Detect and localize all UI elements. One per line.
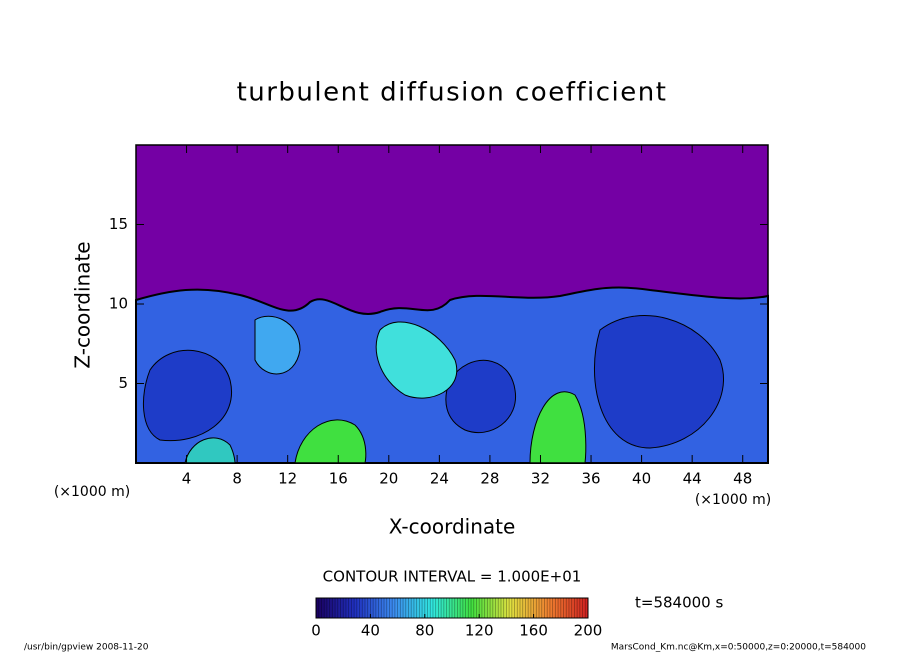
field-blob xyxy=(445,359,516,434)
contour-interval: CONTOUR INTERVAL = 1.000E+01 xyxy=(323,568,582,586)
x-tick-label: 8 xyxy=(232,470,242,488)
field-blob xyxy=(294,419,367,464)
chart-title: turbulent diffusion coefficient xyxy=(237,78,668,108)
field xyxy=(135,145,769,464)
x-tick-label: 16 xyxy=(329,470,348,488)
x-tick-label: 12 xyxy=(278,470,297,488)
field-blob xyxy=(594,315,724,449)
x-tick-label: 44 xyxy=(683,470,702,488)
colorbar-tick-label: 0 xyxy=(311,622,321,640)
x-tick-label: 36 xyxy=(581,470,600,488)
time-label: t=584000 s xyxy=(635,594,723,612)
field-blob xyxy=(254,315,301,375)
field-blob xyxy=(375,321,458,399)
x-tick-label: 24 xyxy=(430,470,449,488)
footer-left: /usr/bin/gpview 2008-11-20 xyxy=(24,643,149,653)
colorbar-tick-label: 200 xyxy=(574,622,603,640)
y-tick-label: 10 xyxy=(109,295,128,313)
y-axis-label: Z-coordinate xyxy=(71,241,95,368)
y-unit-label: (×1000 m) xyxy=(54,484,130,500)
colorbar-tick-label: 120 xyxy=(465,622,494,640)
colorbar-tick-label: 80 xyxy=(415,622,434,640)
field-blob xyxy=(142,349,232,442)
colorbar-tick-label: 40 xyxy=(361,622,380,640)
field-blob xyxy=(529,391,587,464)
field-blob xyxy=(184,437,236,464)
x-tick-label: 32 xyxy=(531,470,550,488)
x-tick-label: 20 xyxy=(379,470,398,488)
x-tick-label: 40 xyxy=(632,470,651,488)
x-tick-label: 28 xyxy=(480,470,499,488)
colorbar xyxy=(315,597,589,619)
x-tick-label: 48 xyxy=(733,470,752,488)
x-tick-label: 4 xyxy=(182,470,192,488)
colorbar-tick-label: 160 xyxy=(519,622,548,640)
x-unit-label: (×1000 m) xyxy=(695,492,771,508)
x-axis-label: X-coordinate xyxy=(389,515,516,539)
footer-right: MarsCond_Km.nc@Km,x=0:50000,z=0:20000,t=… xyxy=(611,643,866,653)
y-tick-label: 15 xyxy=(109,215,128,233)
y-tick-label: 5 xyxy=(118,374,128,392)
